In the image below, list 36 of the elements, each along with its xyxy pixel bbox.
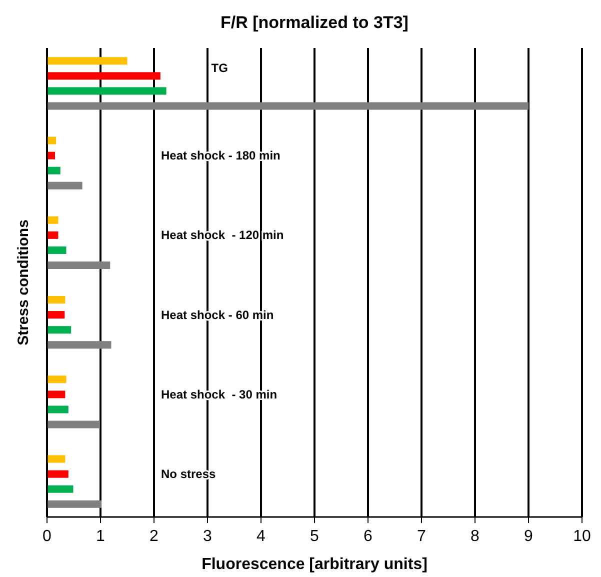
bar <box>47 390 66 398</box>
bar <box>47 182 82 190</box>
bar <box>47 420 100 428</box>
x-tick-label: 8 <box>470 528 480 545</box>
x-tick-label: 7 <box>417 528 426 545</box>
bar <box>47 311 65 319</box>
bar <box>47 57 128 65</box>
bar <box>47 102 528 110</box>
x-tick-label: 6 <box>364 528 373 545</box>
y-axis-title: Stress conditions <box>15 220 32 346</box>
x-tick-label: 10 <box>573 528 591 545</box>
x-tick-label: 5 <box>310 528 320 545</box>
bar <box>47 485 74 493</box>
bar <box>47 406 68 414</box>
x-tick-label: 1 <box>96 528 106 545</box>
bar <box>47 470 68 478</box>
bar <box>47 87 166 95</box>
bar <box>47 136 56 144</box>
bar <box>47 341 112 349</box>
bar <box>47 166 60 174</box>
bar <box>47 261 110 270</box>
y-tick-label: TG <box>211 60 228 75</box>
x-tick-label: 2 <box>150 528 159 545</box>
bar <box>47 500 102 508</box>
x-tick-label: 0 <box>42 528 52 545</box>
bar <box>47 246 66 254</box>
bar <box>47 455 66 463</box>
x-tick-label: 9 <box>524 528 534 545</box>
x-axis-title: Fluorescence [arbitrary units] <box>202 556 428 573</box>
bar <box>47 296 66 304</box>
bar <box>47 376 66 384</box>
x-tick-label: 3 <box>203 528 212 545</box>
bar <box>47 72 160 80</box>
bar <box>47 326 72 334</box>
x-tick-label: 4 <box>256 528 266 545</box>
chart-title: F/R [normalized to 3T3] <box>220 13 408 32</box>
